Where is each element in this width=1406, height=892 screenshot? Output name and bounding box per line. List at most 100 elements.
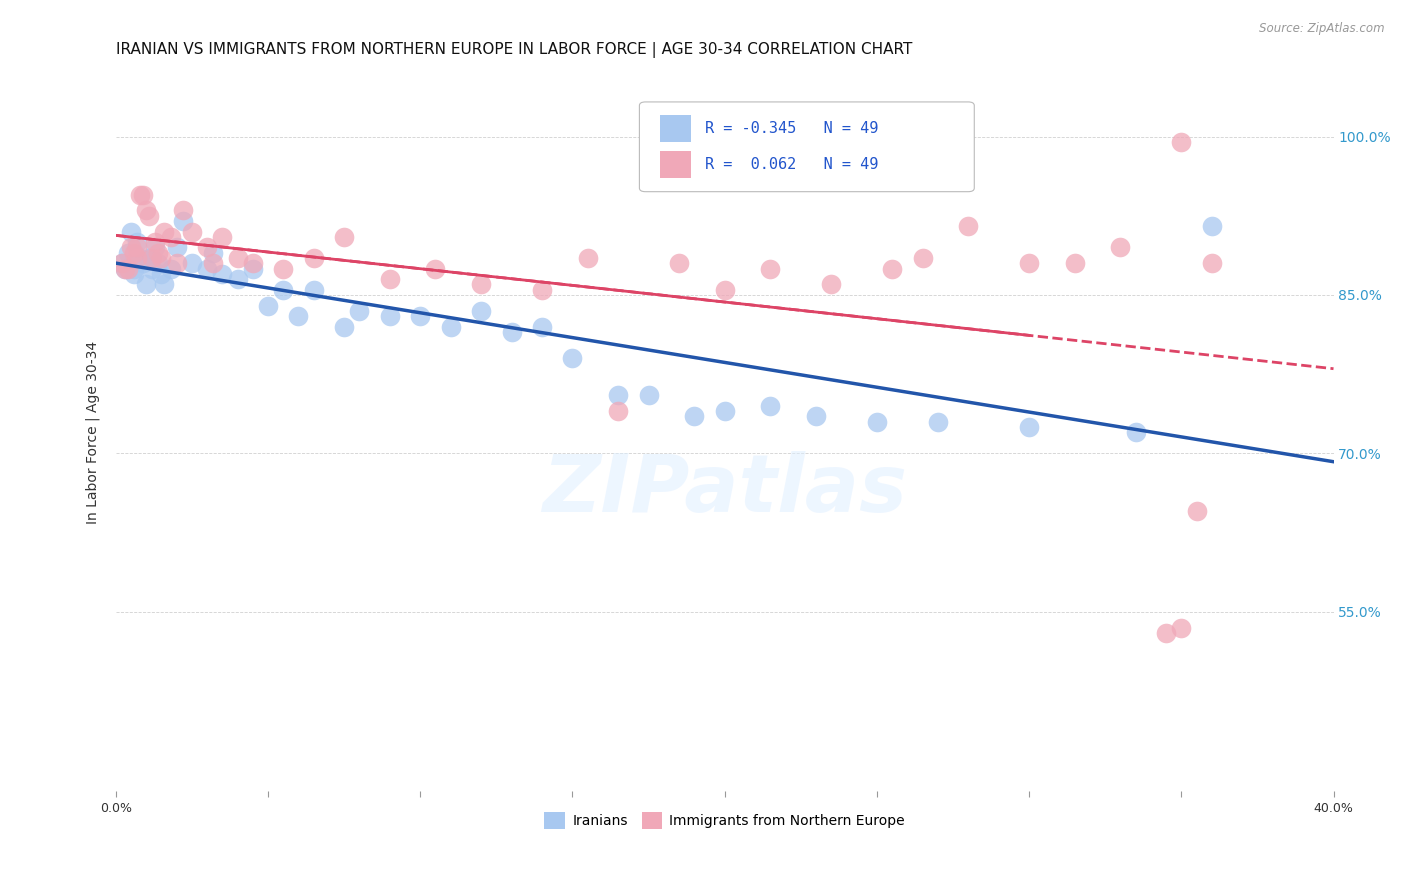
Point	[226, 251, 249, 265]
Point	[668, 256, 690, 270]
Point	[122, 245, 145, 260]
Point	[150, 267, 173, 281]
Point	[180, 256, 202, 270]
Bar	[659, 115, 690, 142]
Point	[125, 240, 148, 254]
Point	[141, 261, 163, 276]
Point	[166, 256, 188, 270]
Point	[1170, 621, 1192, 635]
Point	[927, 415, 949, 429]
Point	[202, 256, 225, 270]
FancyBboxPatch shape	[640, 102, 974, 192]
Point	[1201, 219, 1223, 234]
Point	[195, 240, 218, 254]
Point	[111, 256, 134, 270]
Point	[129, 251, 152, 265]
Point	[1109, 240, 1132, 254]
Point	[114, 261, 136, 276]
Point	[166, 240, 188, 254]
Point	[111, 256, 134, 270]
Point	[713, 404, 735, 418]
Point	[202, 245, 225, 260]
Point	[242, 256, 264, 270]
Point	[759, 399, 782, 413]
Point	[576, 251, 599, 265]
Text: ZIPatlas: ZIPatlas	[543, 450, 907, 529]
Point	[1018, 420, 1040, 434]
Point	[143, 240, 166, 254]
Point	[713, 283, 735, 297]
Point	[117, 261, 139, 276]
Point	[1018, 256, 1040, 270]
Point	[159, 230, 181, 244]
Point	[440, 319, 463, 334]
Point	[132, 187, 155, 202]
Point	[470, 303, 492, 318]
Point	[117, 245, 139, 260]
Point	[378, 309, 401, 323]
Point	[257, 299, 280, 313]
Point	[172, 203, 194, 218]
Point	[159, 261, 181, 276]
Point	[141, 251, 163, 265]
Point	[132, 256, 155, 270]
Point	[1063, 256, 1085, 270]
Point	[122, 261, 145, 276]
Point	[1170, 135, 1192, 149]
Point	[287, 309, 309, 323]
Point	[759, 261, 782, 276]
Point	[607, 388, 630, 402]
Point	[135, 203, 157, 218]
Point	[138, 209, 160, 223]
Point	[333, 319, 356, 334]
Point	[333, 230, 356, 244]
Point	[271, 283, 294, 297]
Point	[138, 251, 160, 265]
Point	[122, 267, 145, 281]
Point	[153, 225, 176, 239]
Point	[425, 261, 447, 276]
Point	[195, 261, 218, 276]
Point	[211, 230, 233, 244]
Point	[820, 277, 842, 292]
Point	[1201, 256, 1223, 270]
Point	[683, 409, 706, 424]
Point	[1154, 625, 1177, 640]
Point	[530, 319, 553, 334]
Point	[866, 415, 889, 429]
Text: R = -0.345   N = 49: R = -0.345 N = 49	[706, 121, 879, 136]
Point	[148, 245, 170, 260]
Point	[211, 267, 233, 281]
Point	[129, 187, 152, 202]
Point	[125, 251, 148, 265]
Y-axis label: In Labor Force | Age 30-34: In Labor Force | Age 30-34	[86, 341, 100, 524]
Point	[150, 251, 173, 265]
Point	[271, 261, 294, 276]
Point	[470, 277, 492, 292]
Point	[302, 251, 325, 265]
Point	[911, 251, 934, 265]
Point	[114, 261, 136, 276]
Point	[378, 272, 401, 286]
Point	[148, 256, 170, 270]
Point	[501, 325, 523, 339]
Text: IRANIAN VS IMMIGRANTS FROM NORTHERN EUROPE IN LABOR FORCE | AGE 30-34 CORRELATIO: IRANIAN VS IMMIGRANTS FROM NORTHERN EURO…	[115, 42, 912, 58]
Point	[226, 272, 249, 286]
Point	[302, 283, 325, 297]
Text: Source: ZipAtlas.com: Source: ZipAtlas.com	[1260, 22, 1385, 36]
Point	[804, 409, 827, 424]
Point	[349, 303, 371, 318]
Point	[1125, 425, 1147, 440]
Legend: Iranians, Immigrants from Northern Europe: Iranians, Immigrants from Northern Europ…	[538, 806, 911, 835]
Text: R =  0.062   N = 49: R = 0.062 N = 49	[706, 157, 879, 172]
Point	[180, 225, 202, 239]
Point	[637, 388, 659, 402]
Point	[135, 277, 157, 292]
Point	[120, 240, 142, 254]
Point	[120, 225, 142, 239]
Point	[125, 235, 148, 249]
Point	[1185, 504, 1208, 518]
Point	[143, 235, 166, 249]
Point	[561, 351, 583, 366]
Point	[530, 283, 553, 297]
